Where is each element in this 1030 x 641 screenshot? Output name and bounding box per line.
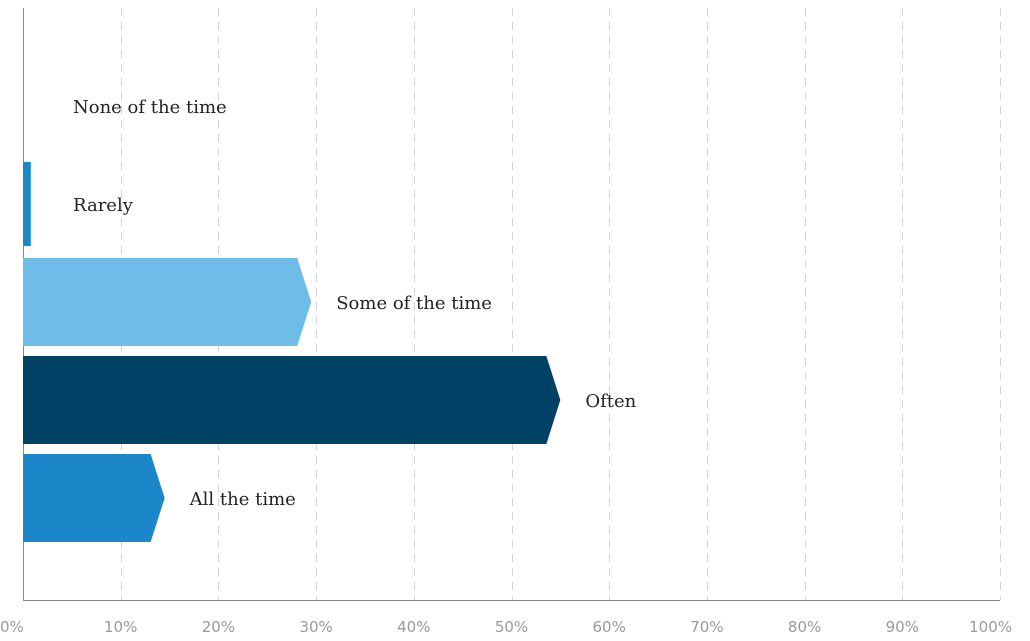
x-tick-label: 40%	[397, 618, 430, 636]
x-tick-label: 30%	[299, 618, 332, 636]
x-tick-label: 70%	[690, 618, 723, 636]
bar-label: Rarely	[73, 195, 134, 216]
x-tick-label: 10%	[104, 618, 137, 636]
bar-label: All the time	[189, 489, 296, 510]
bar	[23, 454, 165, 542]
x-tick-label: 90%	[886, 618, 919, 636]
bar	[23, 258, 312, 346]
bar-label: Often	[585, 391, 636, 412]
x-tick-label: 50%	[495, 618, 528, 636]
x-tick-label: 100%	[969, 618, 1012, 636]
bar-label: Some of the time	[336, 293, 492, 314]
x-tick-label: 0%	[0, 618, 24, 636]
x-tick-label: 20%	[202, 618, 235, 636]
x-tick-label: 60%	[593, 618, 626, 636]
x-tick-label: 80%	[788, 618, 821, 636]
bar	[23, 356, 561, 444]
bar-label: None of the time	[73, 97, 227, 118]
bar	[23, 162, 31, 246]
